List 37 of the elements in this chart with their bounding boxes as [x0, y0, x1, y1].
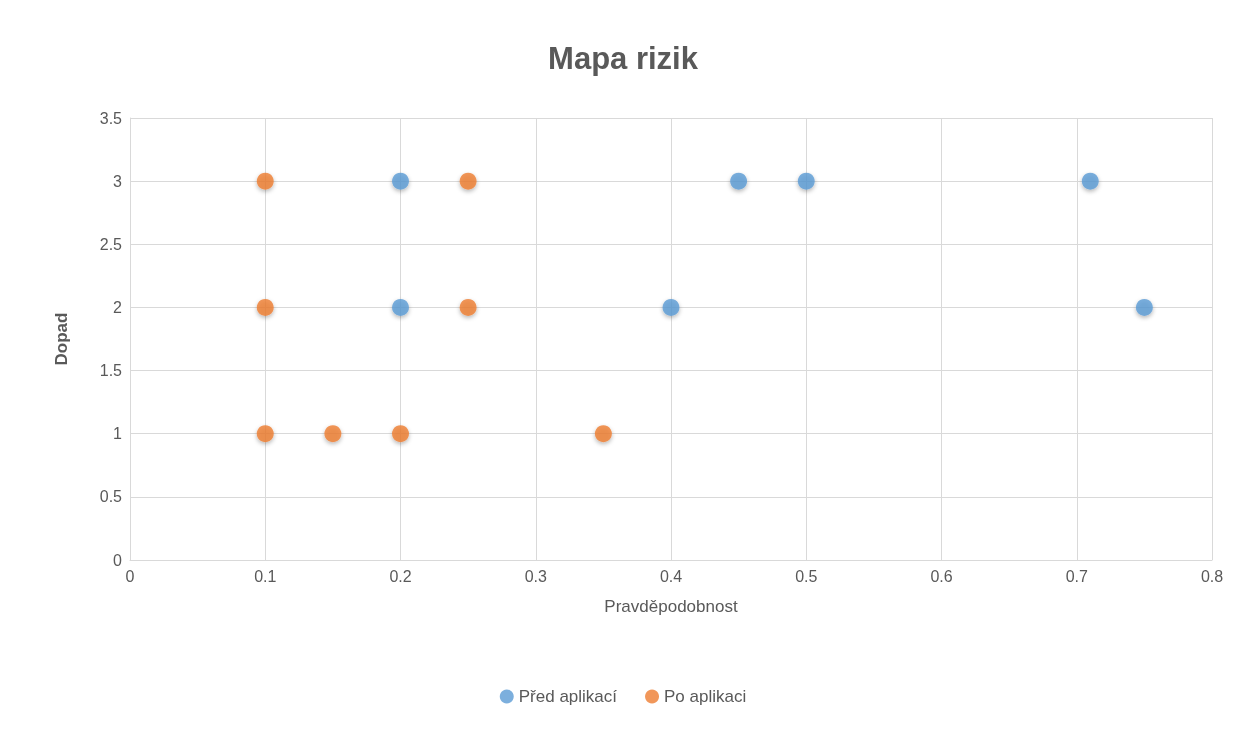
x-tick-label: 0.1: [254, 567, 277, 585]
legend-label: Před aplikací: [518, 687, 618, 706]
legend-label: Po aplikaci: [664, 687, 747, 706]
point: [594, 425, 612, 443]
y-tick-label: 3: [113, 172, 123, 190]
x-tick-label: 0.7: [1065, 567, 1088, 585]
point: [392, 425, 409, 443]
point: [459, 172, 477, 190]
point: [1135, 298, 1153, 316]
y-tick-label: 1.5: [99, 362, 123, 380]
point: [256, 298, 274, 316]
point: [256, 425, 274, 443]
chart-title: Mapa rizik: [548, 41, 699, 76]
y-tick-label: 0.5: [99, 488, 123, 506]
point: [392, 172, 409, 190]
x-tick-label: 0: [125, 567, 135, 585]
x-axis-title: Pravděpodobnost: [604, 597, 738, 616]
y-tick-label: 2.5: [99, 235, 123, 253]
point: [797, 172, 815, 190]
point: [324, 425, 342, 443]
point: [1081, 172, 1099, 190]
x-tick-label: 0.2: [389, 567, 412, 585]
point: [256, 172, 274, 190]
x-tick-label: 0.4: [659, 567, 683, 585]
x-tick-label: 0.8: [1200, 567, 1224, 585]
point: [392, 298, 409, 316]
point: [459, 298, 477, 316]
x-tick-label: 0.6: [930, 567, 953, 585]
y-axis-title: Dopad: [52, 312, 71, 366]
y-tick-label: 2: [113, 298, 123, 316]
point: [662, 298, 680, 316]
y-tick-label: 3.5: [99, 109, 123, 127]
x-tick-label: 0.3: [524, 567, 547, 585]
x-tick-label: 0.5: [795, 567, 818, 585]
y-tick-label: 1: [113, 425, 123, 443]
point: [730, 172, 748, 190]
y-tick-label: 0: [113, 551, 123, 569]
